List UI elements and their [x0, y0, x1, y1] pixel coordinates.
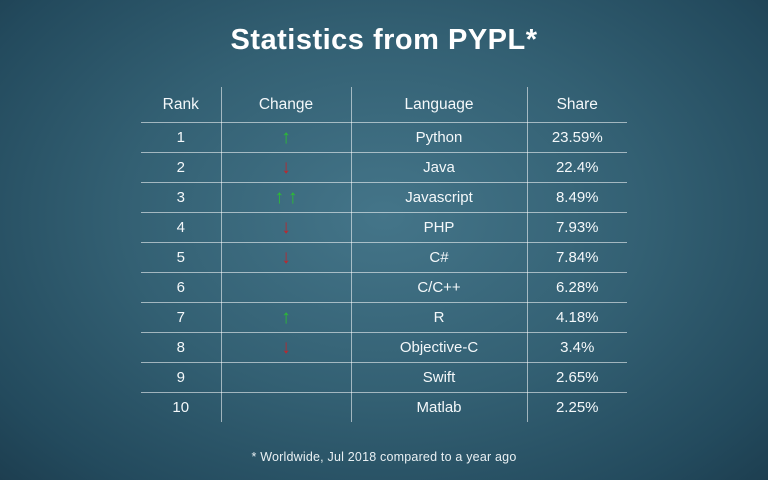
col-header-change: Change	[220, 86, 352, 123]
language-cell: Objective-C	[350, 332, 528, 363]
rank-cell: 6	[140, 272, 222, 303]
language-cell: Javascript	[350, 182, 528, 213]
change-cell: ↑ ↑	[220, 182, 352, 213]
change-cell: ↓	[220, 152, 352, 183]
change-cell: ↑	[220, 302, 352, 333]
arrow-up-icon: ↑	[281, 307, 291, 328]
share-cell: 3.4%	[526, 332, 628, 363]
col-header-share: Share	[526, 86, 628, 123]
table-row: 7 ↑ R 4.18%	[140, 302, 628, 333]
language-cell: C/C++	[350, 272, 528, 303]
rank-cell: 1	[140, 122, 222, 153]
table-row: 5 ↓ C# 7.84%	[140, 242, 628, 273]
share-cell: 8.49%	[526, 182, 628, 213]
table-row: 4 ↓ PHP 7.93%	[140, 212, 628, 243]
rank-cell: 3	[140, 182, 222, 213]
table-row: 8 ↓ Objective-C 3.4%	[140, 332, 628, 363]
share-cell: 7.84%	[526, 242, 628, 273]
rank-cell: 5	[140, 242, 222, 273]
change-cell: ↓	[220, 332, 352, 363]
language-cell: Swift	[350, 362, 528, 393]
table-header-row: Rank Change Language Share	[140, 86, 628, 123]
table-body: 1 ↑ Python 23.59% 2 ↓ Java 22.4% 3 ↑ ↑ Javascript 8.…	[140, 122, 628, 423]
rank-cell: 8	[140, 332, 222, 363]
arrow-up-icon: ↑	[288, 187, 298, 208]
language-cell: R	[350, 302, 528, 333]
arrow-down-icon: ↓	[281, 247, 291, 268]
change-cell	[220, 272, 352, 303]
arrow-up-icon: ↑	[281, 127, 291, 148]
share-cell: 7.93%	[526, 212, 628, 243]
share-cell: 6.28%	[526, 272, 628, 303]
rank-cell: 4	[140, 212, 222, 243]
language-cell: PHP	[350, 212, 528, 243]
change-cell: ↓	[220, 212, 352, 243]
change-cell	[220, 362, 352, 393]
stats-table: Rank Change Language Share 1 ↑ Python 23.59…	[140, 86, 628, 423]
col-header-language: Language	[350, 86, 528, 123]
rank-cell: 10	[140, 392, 222, 423]
share-cell: 2.65%	[526, 362, 628, 393]
share-cell: 2.25%	[526, 392, 628, 423]
footnote: * Worldwide, Jul 2018 compared to a year…	[251, 450, 517, 464]
arrow-down-icon: ↓	[281, 217, 291, 238]
share-cell: 4.18%	[526, 302, 628, 333]
share-cell: 23.59%	[526, 122, 628, 153]
table-row: 10 Matlab 2.25%	[140, 392, 628, 423]
table-row: 6 C/C++ 6.28%	[140, 272, 628, 303]
language-cell: Java	[350, 152, 528, 183]
arrow-up-icon: ↑	[274, 187, 285, 208]
table-row: 3 ↑ ↑ Javascript 8.49%	[140, 182, 628, 213]
table-row: 9 Swift 2.65%	[140, 362, 628, 393]
arrow-down-icon: ↓	[281, 337, 291, 358]
language-cell: Matlab	[350, 392, 528, 423]
change-cell: ↓	[220, 242, 352, 273]
table-row: 1 ↑ Python 23.59%	[140, 122, 628, 153]
language-cell: Python	[350, 122, 528, 153]
rank-cell: 2	[140, 152, 222, 183]
table-row: 2 ↓ Java 22.4%	[140, 152, 628, 183]
change-cell: ↑	[220, 122, 352, 153]
rank-cell: 7	[140, 302, 222, 333]
rank-cell: 9	[140, 362, 222, 393]
arrow-down-icon: ↓	[281, 157, 291, 178]
share-cell: 22.4%	[526, 152, 628, 183]
change-cell	[220, 392, 352, 423]
language-cell: C#	[350, 242, 528, 273]
col-header-rank: Rank	[140, 86, 222, 123]
page-title: Statistics from PYPL*	[230, 24, 538, 56]
